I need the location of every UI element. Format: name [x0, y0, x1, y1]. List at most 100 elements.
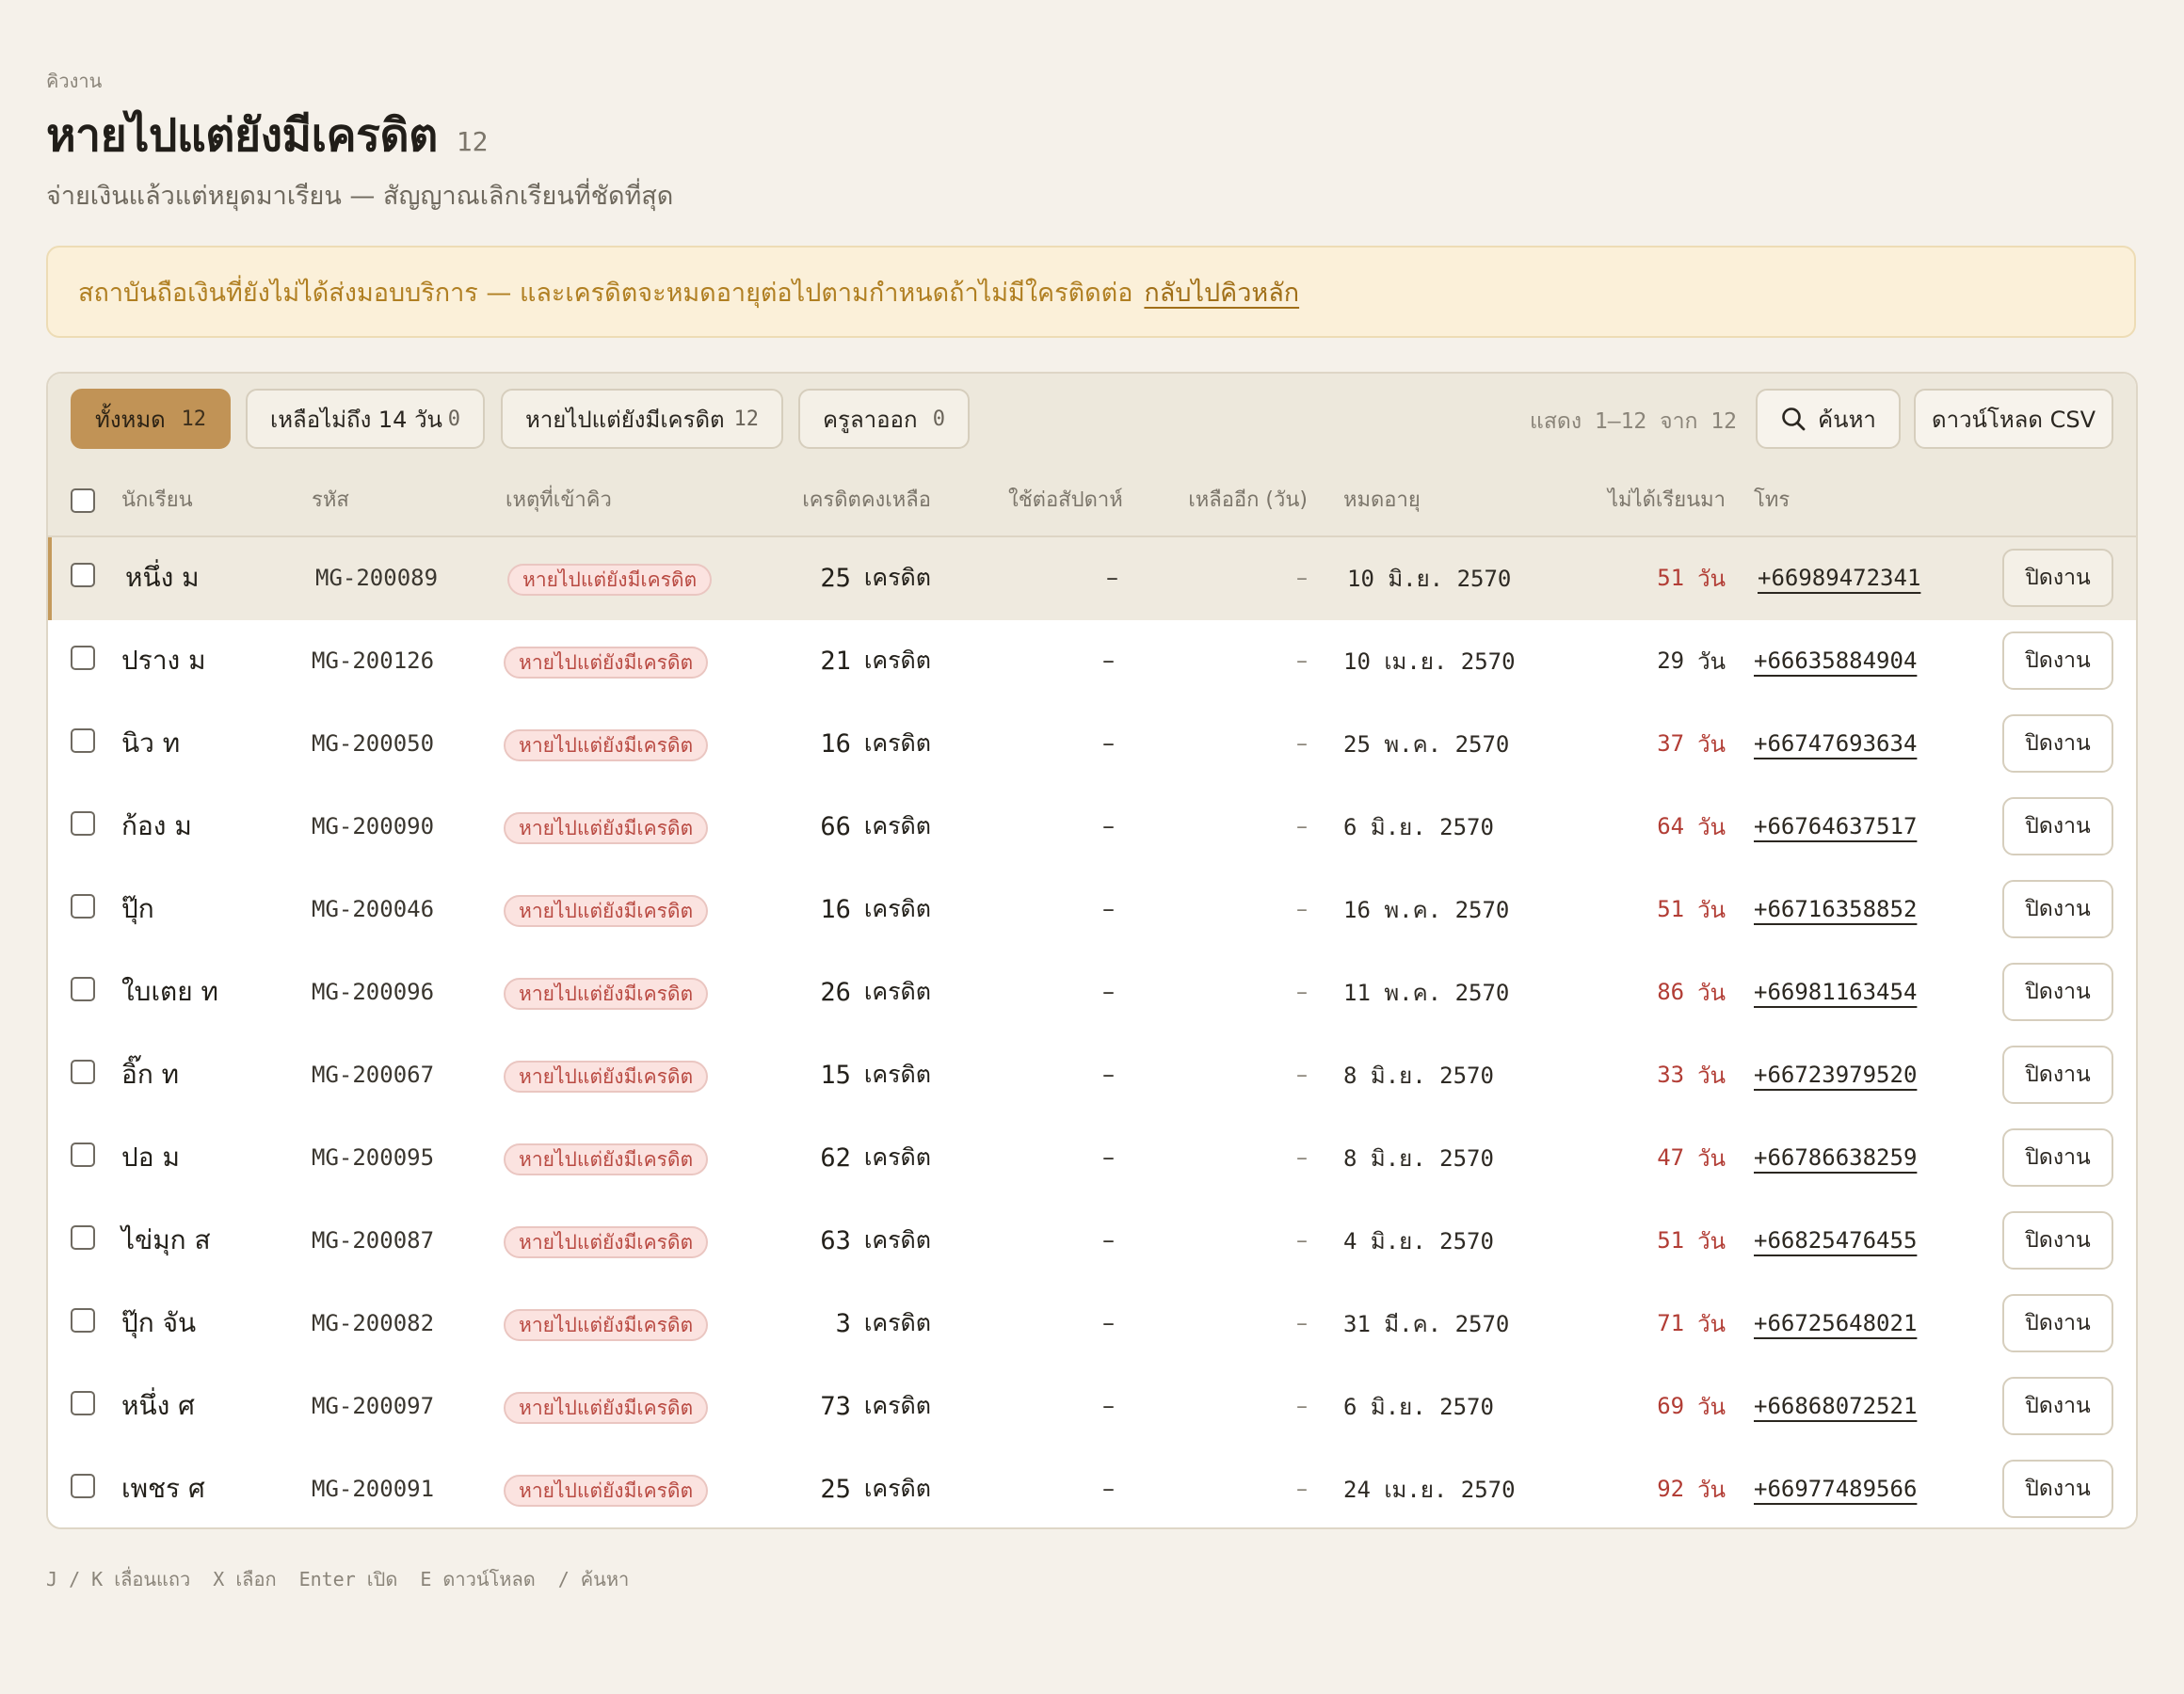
table-row[interactable]: หนึ่ง ศ MG-200097 หายไปแต่ยังมีเครดิต 73 เคร…	[48, 1366, 2136, 1450]
close-task-button[interactable]: ปิดงาน	[2002, 797, 2113, 855]
credit-value: 16	[820, 728, 851, 759]
phone-cell: +66725648021	[1754, 1283, 1917, 1364]
page-title: หายไปแต่ยังมีเครดิต	[46, 109, 438, 162]
row-checkbox[interactable]	[71, 811, 95, 836]
credit-value: 25	[820, 563, 851, 593]
table-row[interactable]: หนึ่ง ม MG-200089 หายไปแต่ยังมีเครดิต 25 เคร…	[48, 537, 2136, 622]
days-absent: 51 วัน	[1657, 537, 1726, 618]
table-row[interactable]: ก้อง ม MG-200090 หายไปแต่ยังมีเครดิต 66 เครด…	[48, 786, 2136, 871]
phone-link[interactable]: +66981163454	[1754, 979, 1918, 1005]
row-checkbox[interactable]	[71, 894, 95, 919]
close-task-button[interactable]: ปิดงาน	[2002, 1377, 2113, 1435]
phone-link[interactable]: +66977489566	[1754, 1476, 1918, 1502]
table-row[interactable]: ไข่มุก ส MG-200087 หายไปแต่ยังมีเครดิต 63 เค…	[48, 1200, 2136, 1285]
table-row[interactable]: ปอ ม MG-200095 หายไปแต่ยังมีเครดิต 62 เครดิต…	[48, 1117, 2136, 1202]
days-absent-unit: วัน	[1697, 1393, 1726, 1420]
tab-gone-with-credit[interactable]: หายไปแต่ยังมีเครดิต 12	[501, 389, 783, 449]
row-checkbox[interactable]	[71, 1225, 95, 1250]
usage-per-week: –	[1102, 812, 1115, 840]
phone-link[interactable]: +66725648021	[1754, 1310, 1918, 1336]
select-all-checkbox[interactable]	[71, 488, 95, 513]
close-task-button[interactable]: ปิดงาน	[2002, 1128, 2113, 1187]
tab-all[interactable]: ทั้งหมด 12	[71, 389, 231, 449]
phone-link[interactable]: +66764637517	[1754, 813, 1918, 839]
row-checkbox[interactable]	[71, 1060, 95, 1084]
days-absent-value: 29	[1657, 647, 1685, 674]
tab-under-14-days[interactable]: เหลือไม่ถึง 14 วัน 0	[246, 389, 485, 449]
close-task-button[interactable]: ปิดงาน	[2002, 1211, 2113, 1270]
queue-panel: ทั้งหมด 12 เหลือไม่ถึง 14 วัน 0 หายไปแต่…	[46, 372, 2138, 1529]
phone-cell: +66723979520	[1754, 1034, 1917, 1115]
days-remaining: –	[1296, 979, 1308, 1005]
phone-link[interactable]: +66635884904	[1754, 647, 1918, 674]
phone-link[interactable]: +66825476455	[1754, 1227, 1918, 1254]
row-checkbox[interactable]	[71, 1391, 95, 1415]
close-task-button[interactable]: ปิดงาน	[2002, 631, 2113, 690]
table-row[interactable]: ใบเตย ท MG-200096 หายไปแต่ยังมีเครดิต 26 เคร…	[48, 951, 2136, 1036]
keyboard-hints: J / K เลื่อนแถว X เลือก Enter เปิด E ดาว…	[46, 1564, 629, 1594]
credit-value: 73	[820, 1391, 851, 1421]
days-absent: 86 วัน	[1657, 951, 1726, 1032]
days-remaining: –	[1296, 1062, 1308, 1088]
table-row[interactable]: ปราง ม MG-200126 หายไปแต่ยังมีเครดิต 21 เครด…	[48, 620, 2136, 705]
breadcrumb: คิวงาน	[46, 70, 103, 92]
download-csv-button[interactable]: ดาวน์โหลด CSV	[1914, 389, 2113, 449]
close-task-button[interactable]: ปิดงาน	[2002, 1294, 2113, 1352]
table-row[interactable]: ปุ๊ก MG-200046 หายไปแต่ยังมีเครดิต 16 เครดิต…	[48, 869, 2136, 953]
table-row[interactable]: ปุ๊ก จัน MG-200082 หายไปแต่ยังมีเครดิต 3 เคร…	[48, 1283, 2136, 1367]
usage-per-week: –	[1102, 1392, 1115, 1420]
table-row[interactable]: อิ๊ก ท MG-200067 หายไปแต่ยังมีเครดิต 15 เครด…	[48, 1034, 2136, 1119]
days-remaining: –	[1296, 896, 1308, 922]
back-to-main-queue-link[interactable]: กลับไปคิวหลัก	[1144, 278, 1300, 308]
usage-per-week: –	[1102, 1226, 1115, 1255]
credit-value: 25	[820, 1474, 851, 1504]
row-checkbox[interactable]	[71, 1474, 95, 1498]
search-button[interactable]: ค้นหา	[1756, 389, 1901, 449]
phone-cell: +66786638259	[1754, 1117, 1917, 1198]
student-name: เพชร ศ	[121, 1473, 205, 1504]
row-checkbox[interactable]	[71, 1308, 95, 1333]
phone-link[interactable]: +66723979520	[1754, 1062, 1918, 1088]
close-task-button[interactable]: ปิดงาน	[2002, 1046, 2113, 1104]
days-absent-value: 37	[1657, 730, 1685, 757]
tab-teacher-left[interactable]: ครูลาออก 0	[798, 389, 970, 449]
banner-text: สถาบันถือเงินที่ยังไม่ได้ส่งมอบบริการ — …	[78, 278, 1133, 308]
close-task-button[interactable]: ปิดงาน	[2002, 1460, 2113, 1518]
phone-cell: +66989472341	[1758, 537, 1920, 618]
close-task-button[interactable]: ปิดงาน	[2002, 714, 2113, 773]
close-task-button[interactable]: ปิดงาน	[2002, 963, 2113, 1021]
student-name: ปุ๊ก จัน	[121, 1307, 197, 1338]
row-checkbox[interactable]	[71, 977, 95, 1001]
phone-link[interactable]: +66868072521	[1754, 1393, 1918, 1419]
hint: Enter เปิด	[298, 1568, 398, 1590]
column-remaining-days: เหลืออีก (วัน)	[1188, 488, 1308, 512]
days-absent-unit: วัน	[1697, 1062, 1726, 1089]
usage-per-week: –	[1106, 564, 1118, 592]
row-checkbox[interactable]	[71, 728, 95, 753]
days-absent-value: 33	[1657, 1062, 1685, 1088]
days-absent-value: 69	[1657, 1393, 1685, 1419]
phone-link[interactable]: +66786638259	[1754, 1144, 1918, 1171]
row-checkbox[interactable]	[71, 646, 95, 670]
phone-link[interactable]: +66989472341	[1758, 565, 1921, 591]
days-absent: 33 วัน	[1657, 1034, 1726, 1115]
credit-value: 62	[820, 1143, 851, 1173]
phone-link[interactable]: +66716358852	[1754, 896, 1918, 922]
expiry-date: 6 มิ.ย. 2570	[1343, 813, 1494, 840]
days-absent: 51 วัน	[1657, 1200, 1726, 1281]
close-task-button[interactable]: ปิดงาน	[2002, 880, 2113, 938]
student-name: ก้อง ม	[121, 810, 192, 841]
credit-remaining: 3 เครดิต	[836, 1283, 931, 1364]
days-absent: 29 วัน	[1657, 620, 1726, 701]
table-row[interactable]: เพชร ศ MG-200091 หายไปแต่ยังมีเครดิต 25 เครด…	[48, 1448, 2136, 1527]
student-code: MG-200097	[312, 1393, 435, 1419]
student-name: ปุ๊ก	[121, 893, 154, 924]
days-absent: 64 วัน	[1657, 786, 1726, 867]
hint: / ค้นหา	[557, 1568, 630, 1590]
close-task-button[interactable]: ปิดงาน	[2002, 549, 2113, 607]
row-checkbox[interactable]	[71, 563, 95, 587]
table-row[interactable]: นิว ท MG-200050 หายไปแต่ยังมีเครดิต 16 เครดิ…	[48, 703, 2136, 788]
row-checkbox[interactable]	[71, 1143, 95, 1167]
days-absent-unit: วัน	[1697, 1227, 1726, 1255]
phone-link[interactable]: +66747693634	[1754, 730, 1918, 757]
